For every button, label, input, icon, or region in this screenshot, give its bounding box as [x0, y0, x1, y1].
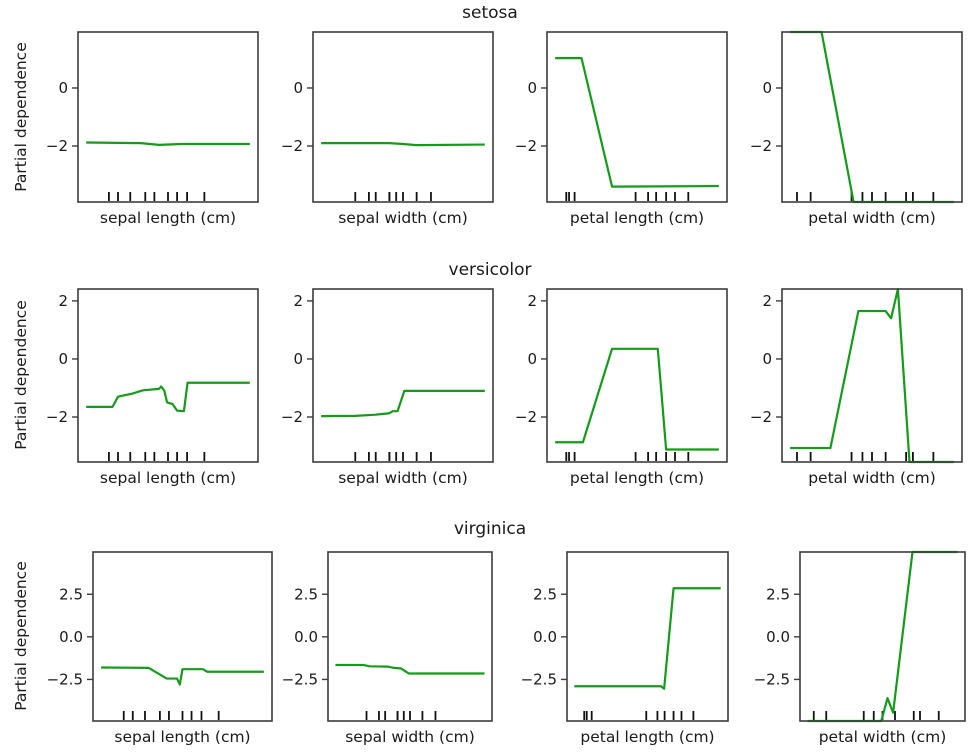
x-axis-label: petal width (cm)	[808, 209, 936, 227]
y-tick-label: 2	[527, 292, 537, 310]
y-tick-label: 2.5	[59, 585, 83, 603]
subplot-versicolor-sepal-width-cm: 2 0 −2 sepal width (cm)	[281, 288, 494, 487]
x-axis-label: petal length (cm)	[580, 728, 714, 746]
pd-line-versicolor-sepal-length-cm	[86, 381, 250, 413]
subplot-virginica-sepal-length-cm: 2.5 0.0 −2.5 sepal length (cm)	[47, 551, 273, 746]
axes-box	[327, 551, 493, 722]
y-tick-label: −2	[515, 137, 537, 155]
y-tick-label: −2	[46, 137, 68, 155]
axes-box	[312, 31, 494, 203]
subplot-setosa-petal-length-cm: 0 −2 petal length (cm)	[515, 31, 728, 227]
axes-box	[566, 551, 729, 722]
x-axis-label: sepal length (cm)	[114, 728, 250, 746]
y-tick-label: −2	[515, 408, 537, 426]
y-tick-label: 2	[293, 292, 303, 310]
x-axis-label: petal length (cm)	[570, 469, 704, 487]
x-axis-label: sepal width (cm)	[345, 728, 475, 746]
x-axis-label: sepal width (cm)	[338, 209, 468, 227]
y-tick-label: 0	[762, 350, 772, 368]
row-title-setosa: setosa	[462, 3, 518, 23]
pd-line-virginica-sepal-width-cm	[335, 663, 485, 675]
pd-line-versicolor-sepal-width-cm	[321, 389, 485, 418]
subplot-virginica-petal-length-cm: 2.5 0.0 −2.5 petal length (cm)	[521, 551, 729, 746]
y-tick-label: 0	[293, 79, 303, 97]
y-tick-label: −2	[281, 137, 303, 155]
pd-line-setosa-petal-width-cm	[790, 30, 954, 204]
subplot-setosa-sepal-width-cm: 0 −2 sepal width (cm)	[281, 31, 494, 227]
x-axis-label: sepal width (cm)	[338, 469, 468, 487]
y-tick-label: −2.5	[47, 671, 83, 689]
pd-line-virginica-sepal-length-cm	[101, 666, 264, 686]
axes-box	[92, 551, 273, 722]
y-tick-label: 2.5	[294, 585, 318, 603]
subplot-versicolor-petal-width-cm: 2 0 −2 petal width (cm)	[750, 287, 963, 487]
y-tick-label: 0.0	[294, 628, 318, 646]
y-tick-label: 2.5	[766, 585, 790, 603]
axes-box	[77, 31, 259, 203]
y-tick-label: 0	[527, 79, 537, 97]
x-axis-label: sepal length (cm)	[100, 469, 236, 487]
x-axis-label: petal width (cm)	[808, 469, 936, 487]
axes-box	[312, 288, 494, 463]
y-tick-label: 0	[293, 350, 303, 368]
pd-line-setosa-sepal-width-cm	[321, 142, 485, 147]
y-tick-label: 0.0	[766, 628, 790, 646]
row-title-virginica: virginica	[453, 519, 527, 539]
subplot-versicolor-petal-length-cm: 2 0 −2 petal length (cm)	[515, 288, 728, 487]
y-tick-label: −2	[281, 408, 303, 426]
axes-box	[546, 288, 728, 463]
y-tick-label: 2	[762, 292, 772, 310]
y-tick-label: 2	[58, 292, 68, 310]
y-tick-label: −2	[750, 137, 772, 155]
y-tick-label: −2	[46, 408, 68, 426]
pd-line-setosa-petal-length-cm	[555, 57, 719, 188]
subplot-setosa-sepal-length-cm: 0 −2 sepal length (cm)	[46, 31, 259, 227]
x-axis-label: petal width (cm)	[819, 728, 947, 746]
axes-box	[799, 551, 966, 722]
axes-box	[781, 31, 963, 203]
x-axis-label: petal length (cm)	[570, 209, 704, 227]
y-tick-label: 0	[527, 350, 537, 368]
axes-box	[77, 288, 259, 463]
row-title-versicolor: versicolor	[448, 260, 532, 280]
y-tick-label: 0.0	[533, 628, 557, 646]
y-tick-label: 0	[58, 79, 68, 97]
subplot-setosa-petal-width-cm: 0 −2 petal width (cm)	[750, 30, 963, 227]
pd-line-setosa-sepal-length-cm	[86, 141, 250, 146]
y-tick-label: 0	[762, 79, 772, 97]
pd-line-virginica-petal-length-cm	[574, 587, 721, 690]
pd-line-versicolor-petal-width-cm	[790, 287, 954, 464]
axes-box	[781, 288, 963, 463]
pd-line-virginica-petal-width-cm	[807, 550, 958, 723]
y-tick-label: −2.5	[754, 671, 790, 689]
subplot-virginica-sepal-width-cm: 2.5 0.0 −2.5 sepal width (cm)	[282, 551, 493, 746]
y-tick-label: 2.5	[533, 585, 557, 603]
subplot-virginica-petal-width-cm: 2.5 0.0 −2.5 petal width (cm)	[754, 550, 966, 746]
y-tick-label: −2.5	[521, 671, 557, 689]
axes-box	[546, 31, 728, 203]
y-tick-label: −2	[750, 408, 772, 426]
y-tick-label: 0.0	[59, 628, 83, 646]
subplot-versicolor-sepal-length-cm: 2 0 −2 sepal length (cm)	[46, 288, 259, 487]
y-tick-label: −2.5	[282, 671, 318, 689]
pd-line-versicolor-petal-length-cm	[555, 347, 719, 451]
y-tick-label: 0	[58, 350, 68, 368]
x-axis-label: sepal length (cm)	[100, 209, 236, 227]
